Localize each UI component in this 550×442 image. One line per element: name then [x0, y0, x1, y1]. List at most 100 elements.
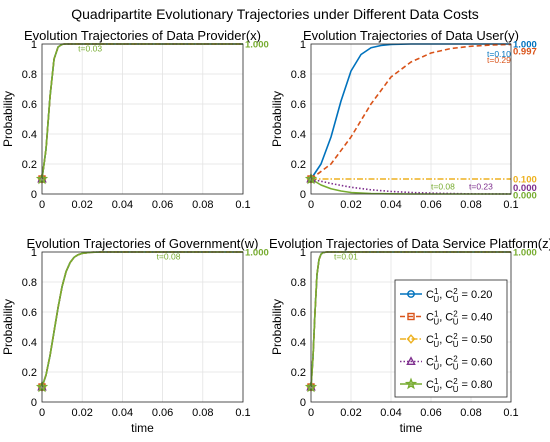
x-tick-label: 0 — [39, 407, 45, 419]
plot-area — [42, 44, 243, 194]
y-tick-label: 1 — [31, 247, 37, 259]
time-annotation: t=0.10 — [487, 49, 511, 59]
y-tick-label: 0.4 — [291, 337, 306, 349]
y-axis-label: Probability — [270, 91, 284, 147]
legend-marker — [406, 356, 416, 365]
x-tick-label: 0.08 — [460, 199, 481, 211]
end-value-label: 0.000 — [513, 190, 537, 201]
axes-frame — [310, 43, 512, 195]
y-tick-label: 0.2 — [22, 367, 37, 379]
panel-2: 0 0.2 0.4 0.6 0.8 1 0 0.02 0.04 0.06 0.08 0.1 Evolut… — [270, 28, 537, 211]
end-value-label: 0.100 — [513, 175, 537, 186]
legend: C1 U, C2 U = 0.20 C1 U, C2 U = 0.40 C1 U, C2 U =… — [394, 279, 508, 398]
x-tick-label: 0.04 — [380, 407, 401, 419]
y-tick-label: 0.2 — [22, 159, 37, 171]
time-annotation: t=0.08 — [431, 182, 455, 192]
plot-area — [42, 252, 243, 402]
series-line-s2 — [311, 43, 511, 180]
x-tick-label: 0 — [308, 199, 314, 211]
legend-marker — [407, 290, 415, 298]
x-tick-label: 0.04 — [380, 199, 401, 211]
legend-label: C1 U, C2 U = 0.40 — [426, 310, 492, 327]
end-value-label: 1.000 — [245, 40, 269, 51]
y-tick-label: 0.6 — [291, 99, 306, 111]
x-tick-label: 0.06 — [420, 407, 441, 419]
panel-title: Evolution Trajectories of Data Provider(… — [24, 28, 261, 43]
end-value-label: 0.997 — [513, 46, 537, 57]
panel-title: Evolution Trajectories of Data Service P… — [269, 236, 550, 251]
x-tick-label: 0.1 — [503, 407, 518, 419]
legend-item-s3: C1 U, C2 U = 0.50 — [400, 332, 492, 349]
x-tick-label: 0 — [39, 199, 45, 211]
x-tick-label: 0.02 — [71, 199, 92, 211]
time-annotation: t=0.23 — [469, 182, 493, 192]
y-tick-label: 1 — [300, 39, 306, 51]
y-tick-label: 0 — [31, 189, 37, 201]
x-tick-label: 0.06 — [152, 407, 173, 419]
y-tick-label: 0 — [300, 189, 306, 201]
y-tick-label: 0 — [300, 397, 306, 409]
legend-label: C1 U, C2 U = 0.60 — [426, 355, 492, 372]
panel-title: Evolution Trajectories of Government(w) — [27, 236, 259, 251]
y-tick-label: 0.8 — [291, 69, 306, 81]
time-annotation: t=0.29 — [487, 55, 511, 65]
x-tick-label: 0.1 — [235, 407, 250, 419]
x-tick-label: 0.02 — [340, 199, 361, 211]
y-tick-label: 0.4 — [22, 129, 37, 141]
axes-frame — [41, 251, 244, 403]
y-tick-label: 0.8 — [291, 277, 306, 289]
y-tick-label: 0.4 — [291, 129, 306, 141]
panel-title: Evolution Trajectories of Data User(y) — [303, 28, 519, 43]
axes-frame — [41, 43, 244, 195]
y-axis-label: Probability — [1, 299, 15, 355]
x-tick-label: 0.1 — [235, 199, 250, 211]
legend-marker — [407, 312, 415, 321]
legend-label: C1 U, C2 U = 0.20 — [426, 287, 492, 304]
time-annotation: t=0.03 — [78, 44, 102, 54]
legend-label: C1 U, C2 U = 0.80 — [426, 377, 492, 394]
end-value-label: 0.000 — [513, 183, 537, 194]
x-tick-label: 0 — [308, 407, 314, 419]
y-tick-label: 1 — [300, 247, 306, 259]
x-tick-label: 0.1 — [503, 199, 518, 211]
plot-area — [311, 44, 511, 194]
panel-3: 0 0.2 0.4 0.6 0.8 1 0 0.02 0.04 0.06 0.08 0.1 Evolut… — [1, 236, 269, 435]
legend-label: C1 U, C2 U = 0.50 — [426, 332, 492, 349]
x-tick-label: 0.08 — [192, 407, 213, 419]
end-value-label: 1.000 — [513, 40, 537, 51]
y-axis-label: Probability — [1, 91, 15, 147]
legend-item-s1: C1 U, C2 U = 0.20 — [400, 287, 492, 304]
legend-marker — [404, 377, 418, 390]
y-tick-label: 0 — [31, 397, 37, 409]
time-annotation: t=0.01 — [334, 252, 358, 262]
end-value-label: 1.000 — [513, 248, 537, 259]
y-tick-label: 1 — [31, 39, 37, 51]
x-axis-label: time — [131, 421, 154, 435]
series-group — [42, 251, 243, 388]
x-tick-label: 0.08 — [460, 407, 481, 419]
y-tick-label: 0.2 — [291, 159, 306, 171]
x-tick-label: 0.06 — [420, 199, 441, 211]
y-tick-label: 0.6 — [22, 307, 37, 319]
panel-1: 0 0.2 0.4 0.6 0.8 1 0 0.02 0.04 0.06 0.08 0.1 Evolut… — [1, 28, 269, 211]
end-value-label: 1.000 — [245, 248, 269, 259]
x-axis-label: time — [400, 421, 423, 435]
time-annotation: t=0.08 — [157, 252, 181, 262]
axes-frame — [310, 251, 512, 403]
y-tick-label: 0.4 — [22, 337, 37, 349]
legend-item-s2: C1 U, C2 U = 0.40 — [400, 310, 492, 327]
x-tick-label: 0.02 — [340, 407, 361, 419]
y-tick-label: 0.2 — [291, 367, 306, 379]
y-axis-label: Probability — [270, 299, 284, 355]
y-tick-label: 0.6 — [22, 99, 37, 111]
x-tick-label: 0.04 — [112, 407, 133, 419]
y-tick-label: 0.8 — [22, 69, 37, 81]
legend-item-s5: C1 U, C2 U = 0.80 — [400, 377, 492, 394]
x-tick-label: 0.02 — [71, 407, 92, 419]
series-line-s5 — [42, 251, 243, 388]
legend-item-s4: C1 U, C2 U = 0.60 — [400, 355, 492, 372]
x-tick-label: 0.04 — [112, 199, 133, 211]
figure-title: Quadripartite Evolutionary Trajectories … — [71, 6, 479, 22]
y-tick-label: 0.6 — [291, 307, 306, 319]
